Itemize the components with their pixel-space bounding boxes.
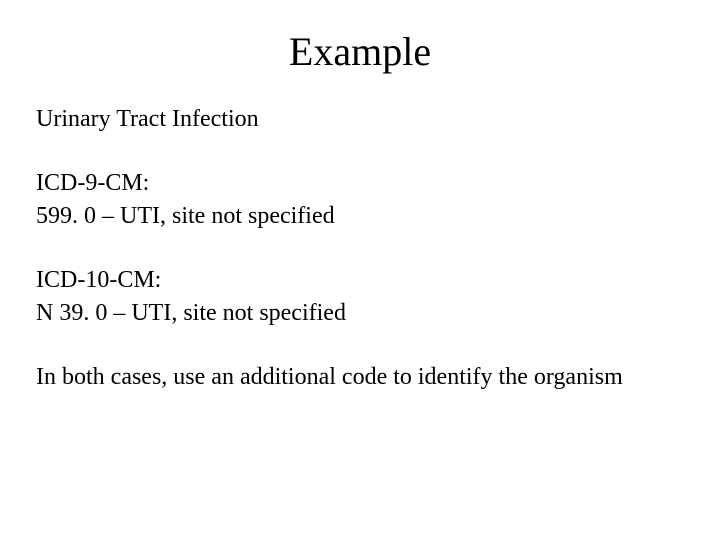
additional-code-note: In both cases, use an additional code to… bbox=[36, 361, 684, 393]
condition-subtitle: Urinary Tract Infection bbox=[36, 103, 684, 135]
icd10-code-line: N 39. 0 – UTI, site not specified bbox=[36, 297, 684, 329]
icd9-label: ICD-9-CM: bbox=[36, 167, 684, 199]
icd9-code-line: 599. 0 – UTI, site not specified bbox=[36, 200, 684, 232]
icd10-label: ICD-10-CM: bbox=[36, 264, 684, 296]
slide-title: Example bbox=[36, 28, 684, 75]
